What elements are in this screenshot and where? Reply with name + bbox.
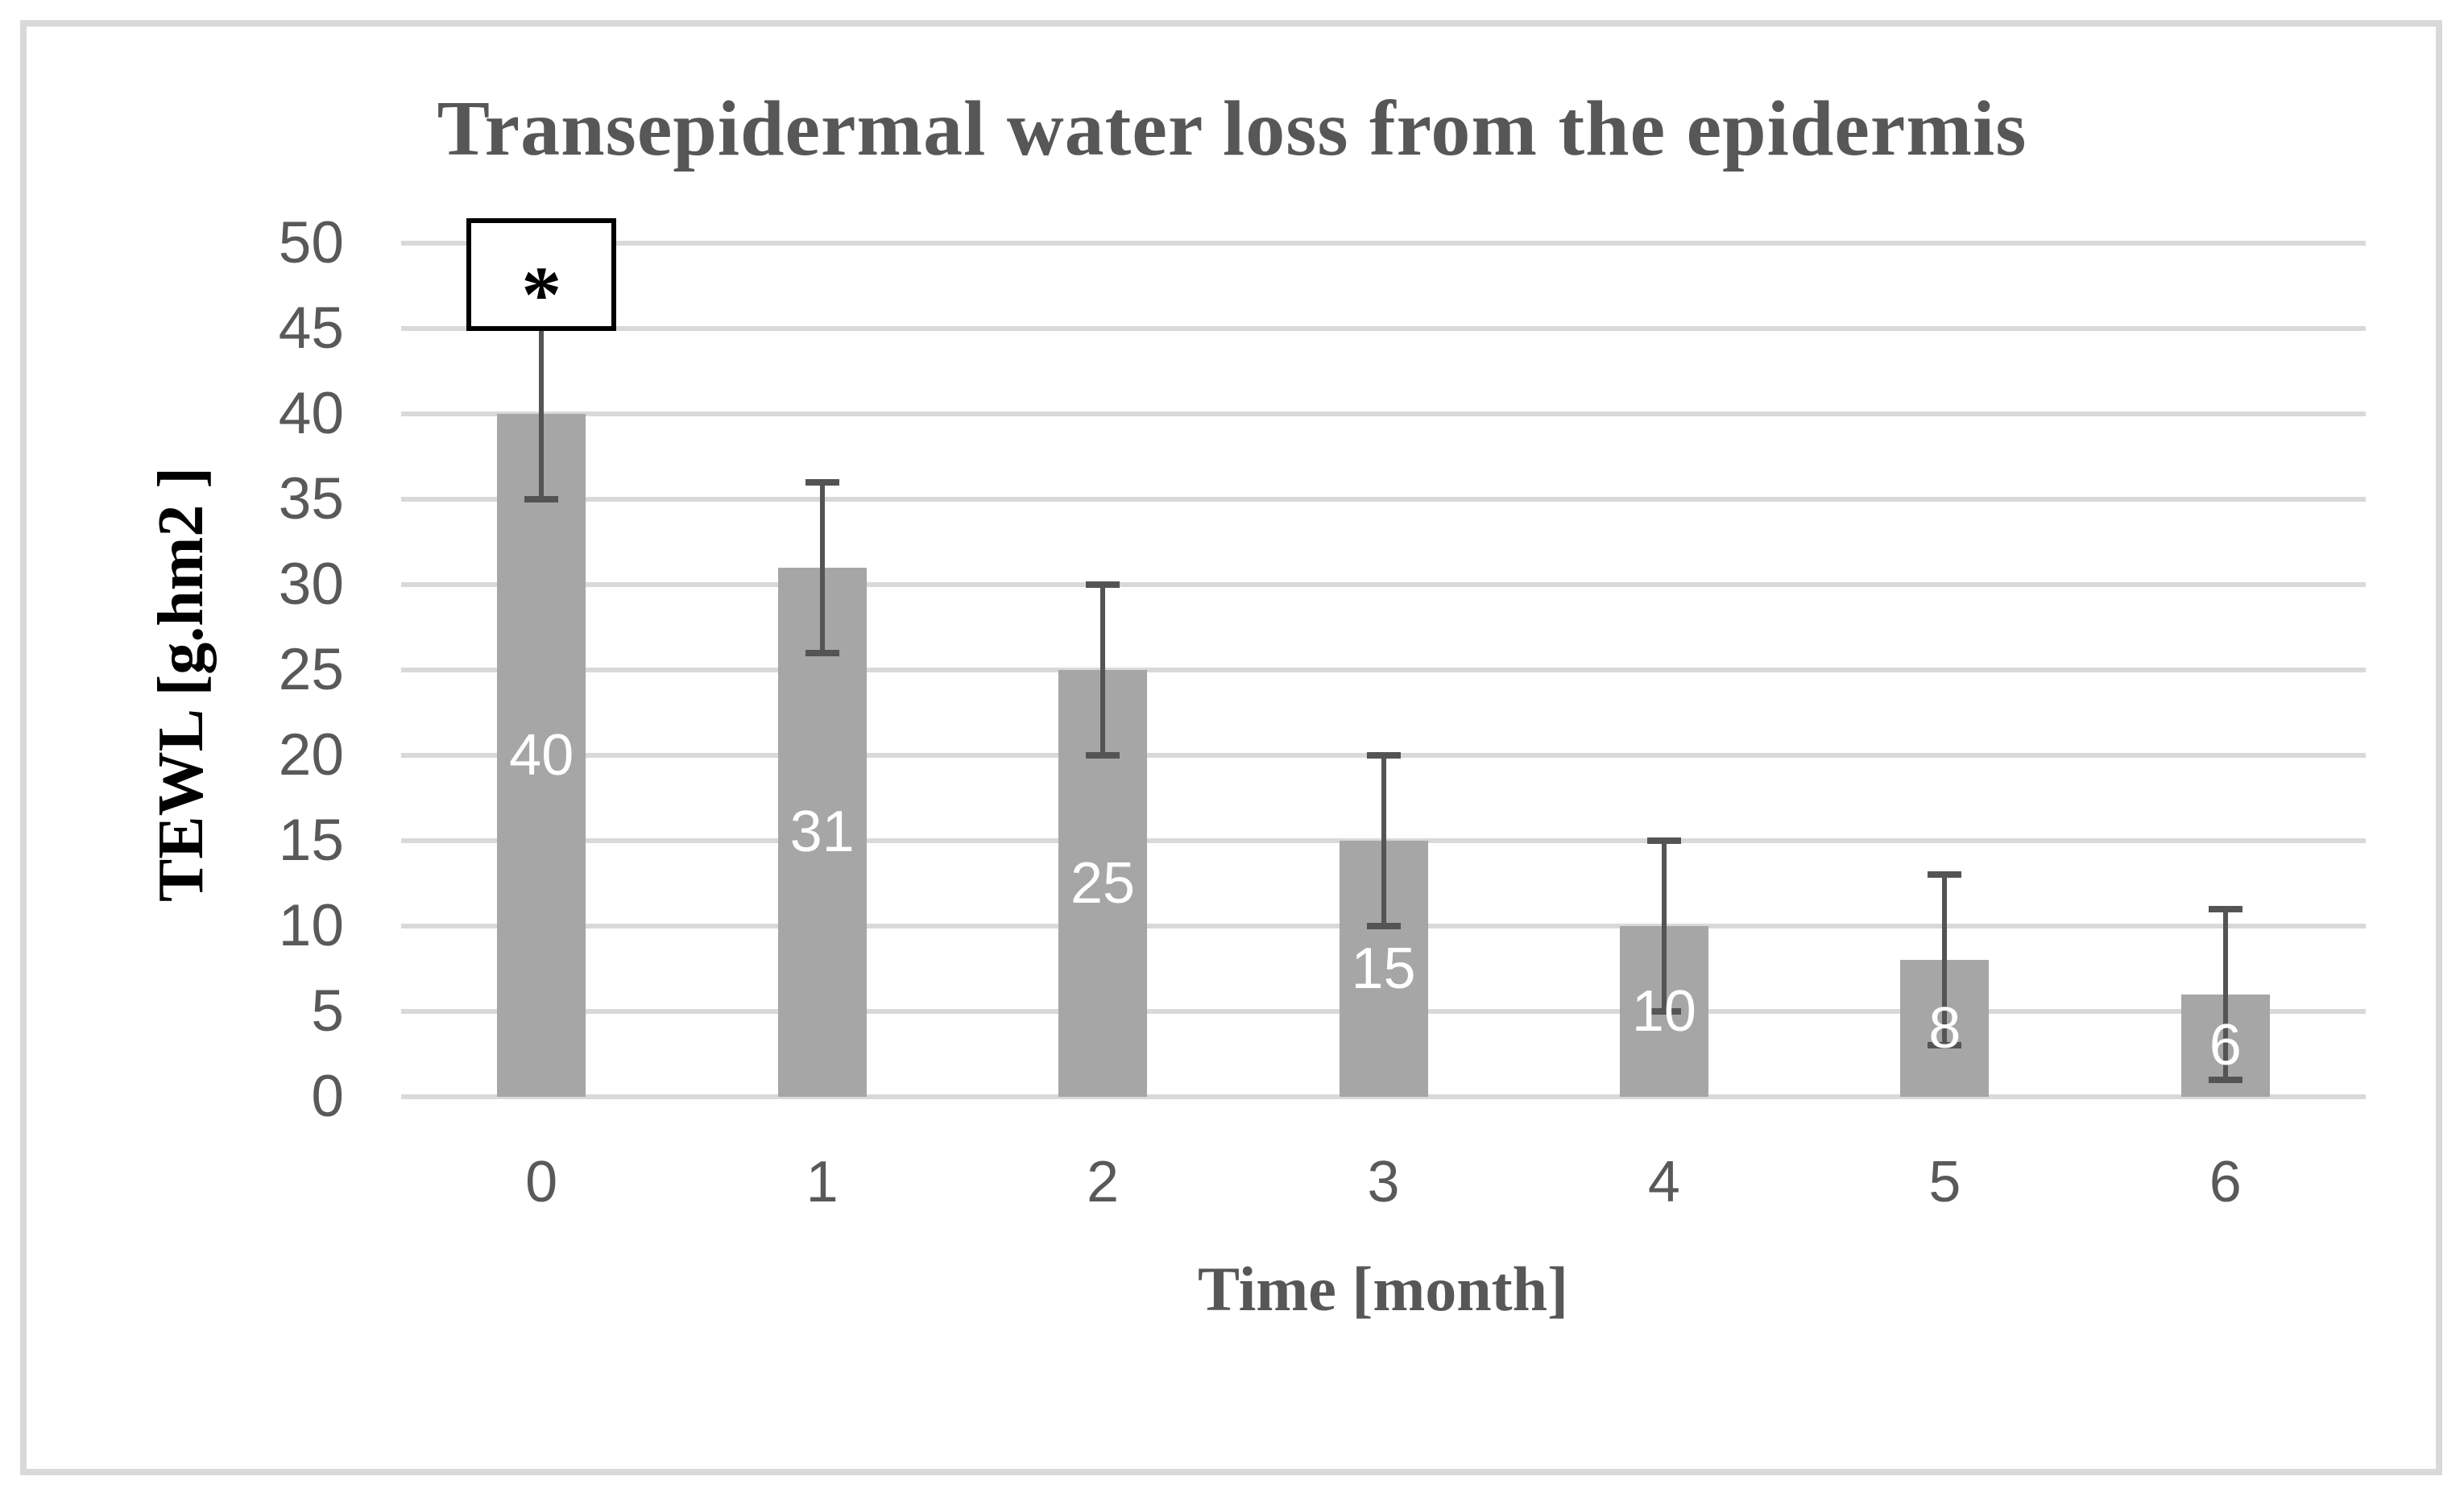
y-tick-label: 35: [278, 466, 344, 531]
error-bar-bottom-cap: [524, 496, 559, 502]
error-bar-top-cap: [1366, 752, 1401, 759]
error-bar-bottom-cap: [2208, 1076, 2242, 1083]
y-tick-label: 0: [311, 1064, 344, 1129]
x-tick-label: 4: [1647, 1150, 1680, 1214]
y-tick-label: 45: [278, 296, 344, 361]
error-bar-top-cap: [1086, 581, 1120, 588]
chart-title: Transepidermal water loss from the epide…: [437, 85, 2027, 172]
x-tick-label: 3: [1367, 1150, 1400, 1214]
error-bar-line: [539, 329, 545, 499]
error-bar-top-cap: [1928, 871, 1962, 879]
x-tick-label: 5: [1928, 1150, 1961, 1214]
bar-value-label: 40: [509, 723, 574, 788]
y-tick-label: 30: [278, 552, 344, 617]
bar-value-label: 6: [2209, 1013, 2242, 1078]
gridline: [401, 582, 2366, 587]
significance-asterisk: *: [521, 250, 562, 339]
error-bar-top-cap: [805, 478, 839, 486]
bar-value-label: 15: [1351, 937, 1416, 1001]
error-bar-line: [1100, 585, 1106, 755]
x-tick-label: 1: [805, 1150, 839, 1214]
error-bar-top-cap: [2208, 905, 2242, 912]
error-bar-bottom-cap: [1646, 1008, 1681, 1015]
x-tick-label: 2: [1087, 1150, 1120, 1214]
error-bar-line: [1661, 841, 1667, 1011]
gridline: [401, 1094, 2366, 1099]
error-bar-line: [1381, 755, 1386, 926]
y-tick-label: 25: [278, 637, 344, 702]
gridline: [401, 326, 2366, 331]
y-tick-label: 10: [278, 893, 344, 958]
bar-value-label: 31: [789, 800, 855, 865]
gridline: [401, 241, 2366, 246]
error-bar-line: [819, 482, 825, 653]
y-tick-label: 15: [278, 808, 344, 873]
bar-value-label: 25: [1070, 851, 1136, 916]
x-axis-title: Time [month]: [1197, 1254, 1569, 1324]
error-bar-bottom-cap: [1928, 1042, 1962, 1049]
error-bar-bottom-cap: [1366, 923, 1401, 929]
bar: [497, 414, 586, 1097]
error-bar-bottom-cap: [1086, 752, 1120, 759]
error-bar-top-cap: [1646, 837, 1681, 844]
error-bar-line: [2222, 908, 2228, 1080]
plot-area: 40 31 25 15 10 8 6 *: [401, 218, 2366, 1099]
x-tick-label: 6: [2209, 1150, 2242, 1214]
bar-value-label: 8: [1928, 996, 1961, 1061]
gridline: [401, 411, 2366, 416]
x-tick-label: 0: [525, 1150, 558, 1214]
significance-annotation-box: *: [466, 218, 617, 339]
gridline: [401, 497, 2366, 502]
error-bar-line: [1942, 875, 1948, 1046]
y-tick-label: 5: [311, 978, 344, 1044]
bar-value-label: 10: [1631, 979, 1696, 1044]
y-tick-label: 40: [278, 381, 344, 446]
y-tick-label: 20: [278, 722, 344, 788]
y-tick-label: 50: [278, 210, 344, 275]
error-bar-bottom-cap: [805, 649, 839, 656]
gridline: [401, 668, 2366, 672]
